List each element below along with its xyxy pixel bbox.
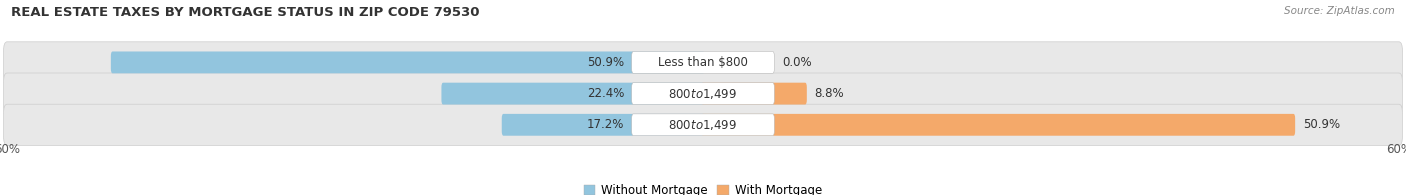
Text: Less than $800: Less than $800 (658, 56, 748, 69)
Text: 8.8%: 8.8% (814, 87, 844, 100)
FancyBboxPatch shape (111, 51, 704, 73)
FancyBboxPatch shape (702, 114, 1295, 136)
FancyBboxPatch shape (441, 83, 704, 105)
FancyBboxPatch shape (4, 104, 1402, 145)
FancyBboxPatch shape (4, 42, 1402, 83)
Text: 50.9%: 50.9% (586, 56, 624, 69)
Legend: Without Mortgage, With Mortgage: Without Mortgage, With Mortgage (579, 179, 827, 195)
Text: 0.0%: 0.0% (782, 56, 811, 69)
FancyBboxPatch shape (631, 51, 775, 73)
FancyBboxPatch shape (702, 83, 807, 105)
FancyBboxPatch shape (4, 73, 1402, 114)
Text: $800 to $1,499: $800 to $1,499 (668, 118, 738, 132)
Text: 22.4%: 22.4% (586, 87, 624, 100)
FancyBboxPatch shape (502, 114, 704, 136)
Text: $800 to $1,499: $800 to $1,499 (668, 87, 738, 101)
FancyBboxPatch shape (631, 83, 775, 105)
Text: 17.2%: 17.2% (586, 118, 624, 131)
Text: Source: ZipAtlas.com: Source: ZipAtlas.com (1284, 6, 1395, 16)
Text: 50.9%: 50.9% (1303, 118, 1340, 131)
Text: REAL ESTATE TAXES BY MORTGAGE STATUS IN ZIP CODE 79530: REAL ESTATE TAXES BY MORTGAGE STATUS IN … (11, 6, 479, 19)
FancyBboxPatch shape (631, 114, 775, 136)
